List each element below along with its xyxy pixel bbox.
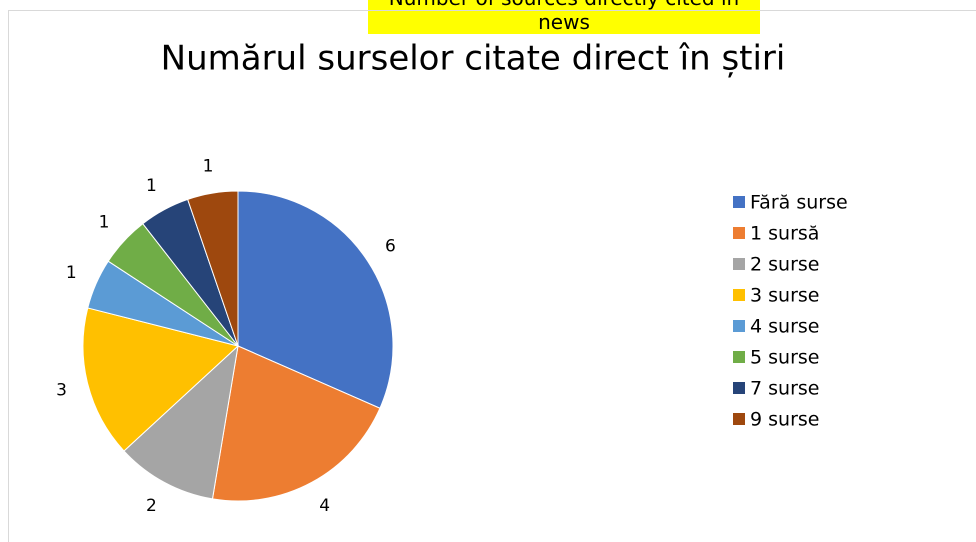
pie-slice [123,344,239,500]
data-label: 1 [66,263,77,283]
legend-swatch [733,289,745,301]
data-label: 6 [385,236,396,256]
data-label: 1 [99,213,110,233]
legend-swatch [733,258,745,270]
legend-swatch [733,196,745,208]
legend-label: 2 surse [750,254,819,276]
pie-slice [82,307,240,452]
legend-swatch [733,227,745,239]
legend-label: 9 surse [750,409,819,431]
pie-slice [211,345,381,502]
data-label: 1 [146,176,157,196]
data-label: 4 [319,496,330,516]
pie-slice [237,190,394,409]
chart-frame [8,10,976,542]
data-label: 1 [203,156,214,176]
legend-label: 3 surse [750,285,819,307]
heading: Number of sources directly cited in news [368,0,760,34]
pie-slice [187,190,239,347]
legend-label: 7 surse [750,378,819,400]
legend-swatch [733,320,745,332]
legend-swatch [733,382,745,394]
legend-label: 4 surse [750,316,819,338]
data-label: 3 [56,381,67,401]
legend-label: 5 surse [750,347,819,369]
data-label: 2 [146,496,157,516]
legend-swatch [733,351,745,363]
legend-swatch [733,413,745,425]
legend-label: Fără surse [750,192,848,214]
legend-label: 1 sursă [750,223,819,245]
chart-title: Numărul surselor citate direct în știri [161,39,786,79]
